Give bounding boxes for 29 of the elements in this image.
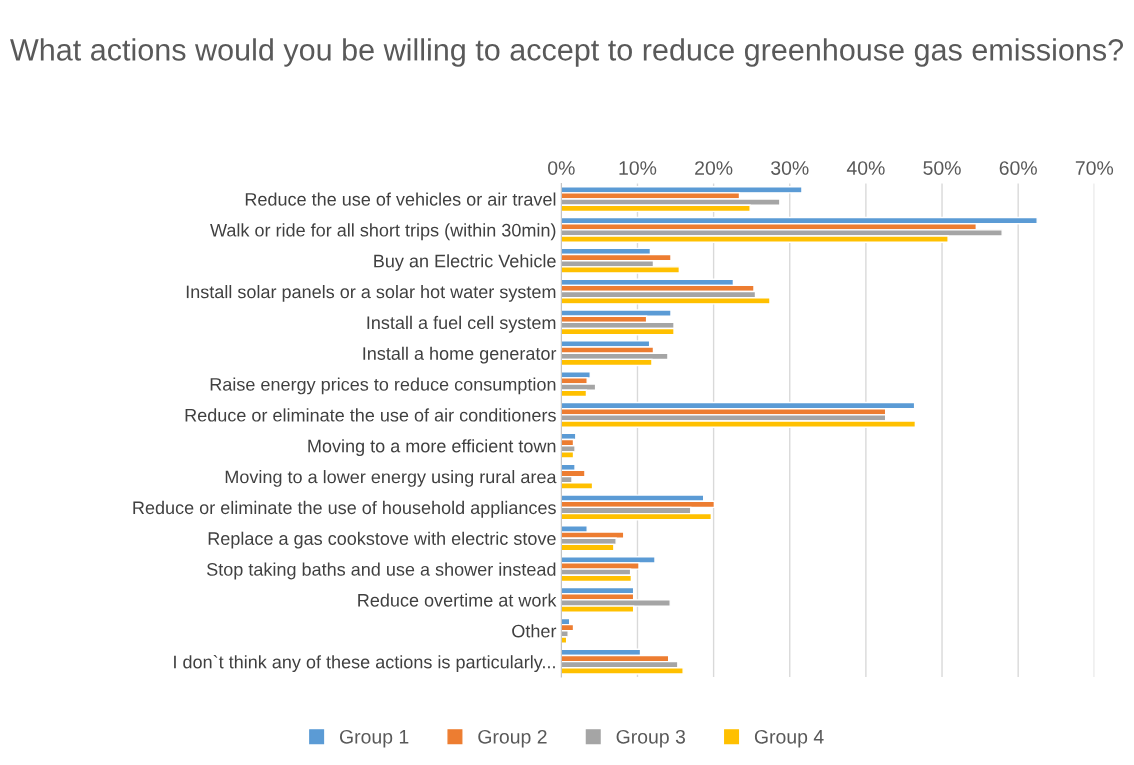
y-tick-label: Reduce or eliminate the use of household appliances <box>133 500 556 518</box>
y-tick-label: Reduce the use of vehicles or air travel <box>245 192 556 206</box>
y-tick-label: Install solar panels or a solar hot water system <box>186 284 556 302</box>
legend-label: Group 3 <box>616 729 686 748</box>
y-tick-label: Moving to a more efficient town <box>308 439 556 457</box>
x-tick-label: 10% <box>619 161 657 175</box>
y-tick-label: Replace a gas cookstove with electric stove <box>208 531 556 549</box>
legend-label: Group 4 <box>754 729 824 748</box>
x-tick-label: 50% <box>923 161 961 175</box>
legend-label: Group 2 <box>478 729 547 748</box>
y-tick-label: Reduce or eliminate the use of air conditioners <box>185 408 556 422</box>
y-tick-label: Install a home generator <box>363 346 557 364</box>
y-tick-label: Install a fuel cell system <box>367 315 556 333</box>
x-tick-label: 40% <box>846 161 885 175</box>
y-tick-label: Other <box>512 624 557 638</box>
y-tick-label: Walk or ride for all short trips (within 30min) <box>210 223 556 241</box>
y-tick-label: Moving to a lower energy using rural area <box>225 470 557 487</box>
x-tick-label: 0% <box>548 161 575 175</box>
x-tick-label: 30% <box>771 161 809 175</box>
y-tick-label: I don`t think any of these actions is particularly... <box>174 654 555 672</box>
y-tick-label: Stop taking baths and use a shower instead <box>207 562 556 580</box>
y-tick-label: Raise energy prices to reduce consumption <box>210 377 556 395</box>
legend-label: Group 1 <box>339 729 409 748</box>
x-tick-label: 20% <box>695 161 733 175</box>
x-tick-label: 60% <box>999 161 1037 175</box>
y-tick-label: Reduce overtime at work <box>358 593 557 607</box>
x-tick-label: 70% <box>1075 161 1114 175</box>
chart-title: What actions would you be willing to accept to reduce greenhouse gas emissions? <box>10 38 1124 67</box>
y-tick-label: Buy an Electric Vehicle <box>374 254 556 271</box>
